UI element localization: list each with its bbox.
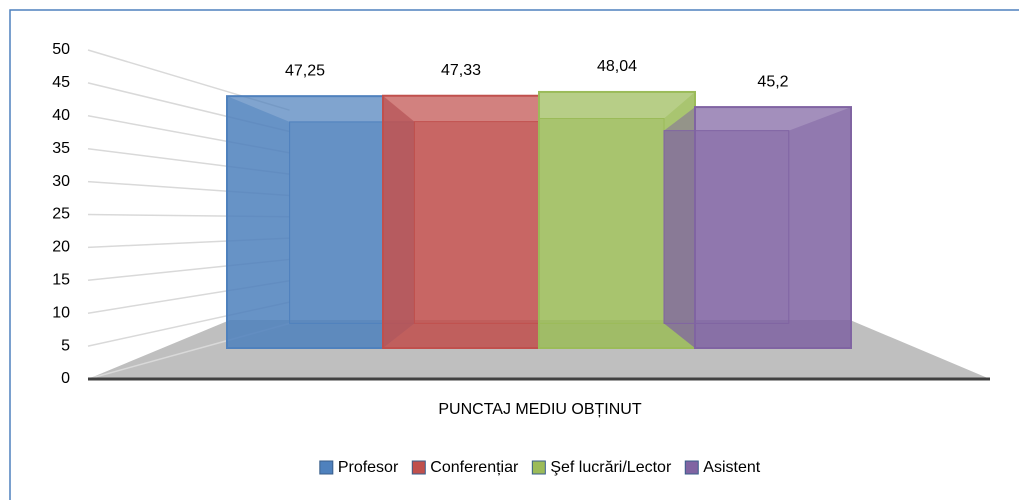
y-tick-label: 45 — [52, 74, 70, 91]
data-label: 47,25 — [285, 62, 325, 79]
bar-side — [664, 107, 695, 348]
legend-label: Asistent — [703, 459, 760, 476]
y-tick-label: 30 — [52, 173, 70, 190]
legend-swatch — [684, 460, 699, 475]
bar — [694, 106, 852, 349]
legend-swatch — [411, 460, 426, 475]
y-tick-label: 40 — [52, 107, 70, 124]
y-tick-label: 50 — [52, 41, 70, 58]
y-tick-label: 5 — [61, 337, 70, 354]
legend-swatch — [319, 460, 334, 475]
legend-label: Profesor — [338, 459, 399, 476]
category-label: PUNCTAJ MEDIU OBȚINUT — [438, 401, 641, 418]
data-label: 47,33 — [441, 62, 481, 79]
data-label: 48,04 — [597, 58, 637, 75]
frame — [9, 9, 1019, 500]
y-tick-label: 0 — [61, 370, 70, 387]
y-tick-label: 15 — [52, 272, 70, 289]
y-tick-label: 35 — [52, 140, 70, 157]
y-tick-label: 20 — [52, 239, 70, 256]
bar — [382, 94, 540, 350]
y-tick-label: 25 — [52, 206, 70, 223]
legend-swatch — [531, 460, 546, 475]
data-label: 45,2 — [757, 73, 788, 90]
bar — [226, 95, 384, 349]
legend-label: Şef lucrări/Lector — [550, 459, 672, 476]
y-tick-label: 10 — [52, 304, 70, 321]
legend-label: Conferențiar — [430, 459, 519, 476]
